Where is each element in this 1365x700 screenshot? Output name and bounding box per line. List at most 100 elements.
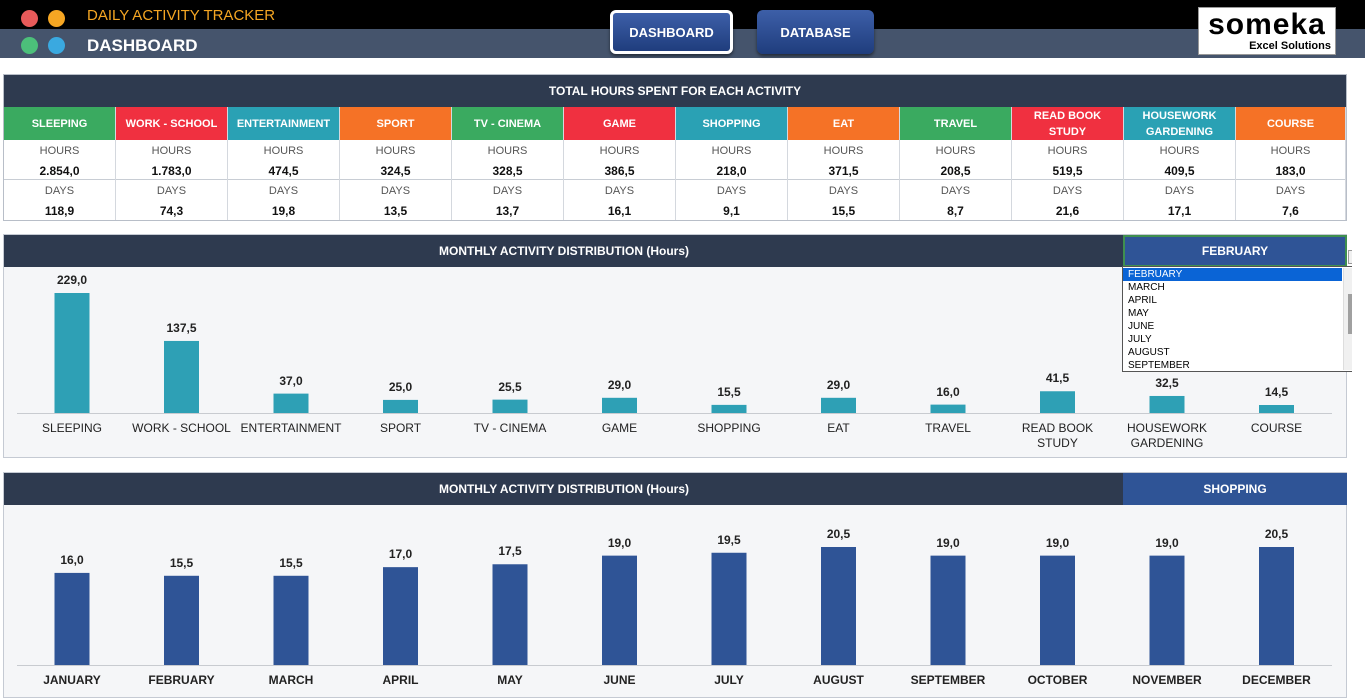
bar-value-label: 19,0 — [607, 535, 632, 550]
days-value: 7,6 — [1282, 204, 1299, 218]
dropdown-option[interactable]: APRIL — [1128, 295, 1157, 306]
days-value: 19,8 — [271, 204, 296, 218]
brand-name: someka — [1208, 8, 1326, 41]
category-label: READ BOOK STUDY — [1021, 421, 1094, 450]
hours-value: 371,5 — [828, 164, 859, 178]
category-label: TRAVEL — [925, 421, 971, 435]
category-label: WORK - SCHOOL — [132, 421, 231, 435]
dashboard-nav-button[interactable]: DASHBOARD — [610, 10, 733, 54]
sheet-scrollbar[interactable] — [1352, 58, 1365, 700]
chart-bar — [602, 397, 637, 413]
chart-bar — [1149, 395, 1185, 413]
days-label: DAYS — [492, 185, 523, 197]
activity-bar-chart — [54, 293, 1294, 413]
chart-bar — [492, 399, 528, 413]
hours-label: HOURS — [263, 145, 304, 157]
chart-bar — [711, 552, 747, 665]
dropdown-option[interactable]: SEPTEMBER — [1128, 360, 1190, 371]
activity-name: EAT — [788, 107, 899, 140]
activity-name: TV - CINEMA — [452, 107, 563, 140]
dropdown-option[interactable]: MARCH — [1128, 282, 1165, 293]
chat-icon — [21, 37, 38, 54]
activity-name: WORK - SCHOOL — [116, 107, 227, 140]
activity-chart-title: MONTHLY ACTIVITY DISTRIBUTION (Hours) — [4, 235, 1124, 267]
days-value: 21,6 — [1055, 204, 1080, 218]
days-label: DAYS — [44, 185, 75, 197]
hours-label: HOURS — [151, 145, 192, 157]
dropdown-option[interactable]: JUNE — [1128, 321, 1155, 332]
bar-value-label: 14,5 — [1264, 385, 1289, 399]
app-subtitle: DAILY ACTIVITY TRACKER — [87, 7, 276, 24]
chart-baseline — [17, 413, 1332, 414]
dropdown-option[interactable]: MAY — [1128, 308, 1149, 319]
hours-value: 208,5 — [940, 164, 971, 178]
activity-total-cell: SHOPPING HOURS 218,0 DAYS 9,1 — [676, 107, 788, 220]
bar-value-label: 20,5 — [826, 527, 851, 541]
hours-value: 474,5 — [268, 164, 299, 178]
bar-value-label: 16,0 — [936, 384, 960, 399]
row-divider — [4, 179, 115, 180]
activity-name: READ BOOK STUDY — [1012, 107, 1123, 140]
activity-selector[interactable]: SHOPPING — [1123, 473, 1347, 505]
apple-icon — [21, 10, 38, 27]
hours-label: HOURS — [1159, 145, 1200, 157]
activity-total-cell: HOUSEWORK GARDENING HOURS 409,5 DAYS 17,1 — [1124, 107, 1236, 220]
chart-bar — [602, 555, 637, 665]
row-divider — [1236, 179, 1345, 180]
hours-value: 324,5 — [380, 164, 411, 178]
brand-tagline: Excel Solutions — [1249, 40, 1331, 52]
hours-value: 2.854,0 — [39, 164, 80, 178]
hours-label: HOURS — [375, 145, 416, 157]
dropdown-option[interactable]: FEBRUARY — [1123, 268, 1342, 281]
database-nav-button[interactable]: DATABASE — [757, 10, 874, 54]
totals-table: TOTAL HOURS SPENT FOR EACH ACTIVITY SLEE… — [3, 74, 1347, 221]
month-selector[interactable]: FEBRUARY — [1123, 235, 1347, 267]
activity-name: COURSE — [1236, 107, 1345, 140]
bar-value-label: 15,5 — [279, 555, 303, 570]
days-label: DAYS — [604, 185, 635, 197]
music-icon — [48, 10, 65, 27]
activity-total-cell: TRAVEL HOURS 208,5 DAYS 8,7 — [900, 107, 1012, 220]
hours-value: 409,5 — [1164, 164, 1195, 178]
hours-value: 328,5 — [492, 164, 523, 178]
hours-label: HOURS — [487, 145, 528, 157]
category-label: OCTOBER — [1027, 673, 1088, 687]
brand-logo[interactable]: someka Excel Solutions — [1198, 7, 1336, 55]
chart-bar — [273, 393, 309, 413]
dropdown-option[interactable]: AUGUST — [1128, 347, 1170, 358]
days-value: 16,1 — [607, 204, 632, 218]
category-label: JANUARY — [43, 673, 101, 687]
bar-value-label: 15,5 — [717, 384, 741, 399]
month-dropdown-list[interactable]: FEBRUARY MARCH APRIL MAY JUNE JULY AUGUST SEPTE… — [1122, 266, 1362, 372]
page-title: DASHBOARD — [87, 36, 198, 55]
chart-bar — [1040, 555, 1075, 665]
chart-bar — [1040, 391, 1075, 413]
chart-bar — [1259, 405, 1294, 413]
days-value: 17,1 — [1167, 204, 1192, 218]
chart-bar — [930, 555, 966, 665]
category-label: JUNE — [603, 673, 636, 687]
days-value: 15,5 — [831, 204, 856, 218]
bar-value-label: 29,0 — [826, 377, 851, 392]
category-label: JULY — [714, 673, 744, 687]
monthly-bar-chart — [54, 547, 1294, 665]
row-divider — [228, 179, 339, 180]
bar-value-label: 41,5 — [1045, 371, 1070, 386]
days-label: DAYS — [828, 185, 859, 197]
activity-total-cell: ENTERTAINMENT HOURS 474,5 DAYS 19,8 — [228, 107, 340, 220]
days-label: DAYS — [268, 185, 299, 197]
bar-value-label: 37,0 — [279, 373, 303, 388]
activity-total-cell: GAME HOURS 386,5 DAYS 16,1 — [564, 107, 676, 220]
row-divider — [676, 179, 787, 180]
activity-total-cell: EAT HOURS 371,5 DAYS 15,5 — [788, 107, 900, 220]
dropdown-option[interactable]: JULY — [1128, 334, 1152, 345]
activity-name: GAME — [564, 107, 675, 140]
row-divider — [564, 179, 675, 180]
activity-name: ENTERTAINMENT — [228, 107, 339, 140]
chart-bar — [930, 404, 966, 413]
hours-label: HOURS — [599, 145, 640, 157]
chart-bar — [821, 397, 856, 413]
days-label: DAYS — [1164, 185, 1195, 197]
hours-label: HOURS — [1270, 145, 1311, 157]
